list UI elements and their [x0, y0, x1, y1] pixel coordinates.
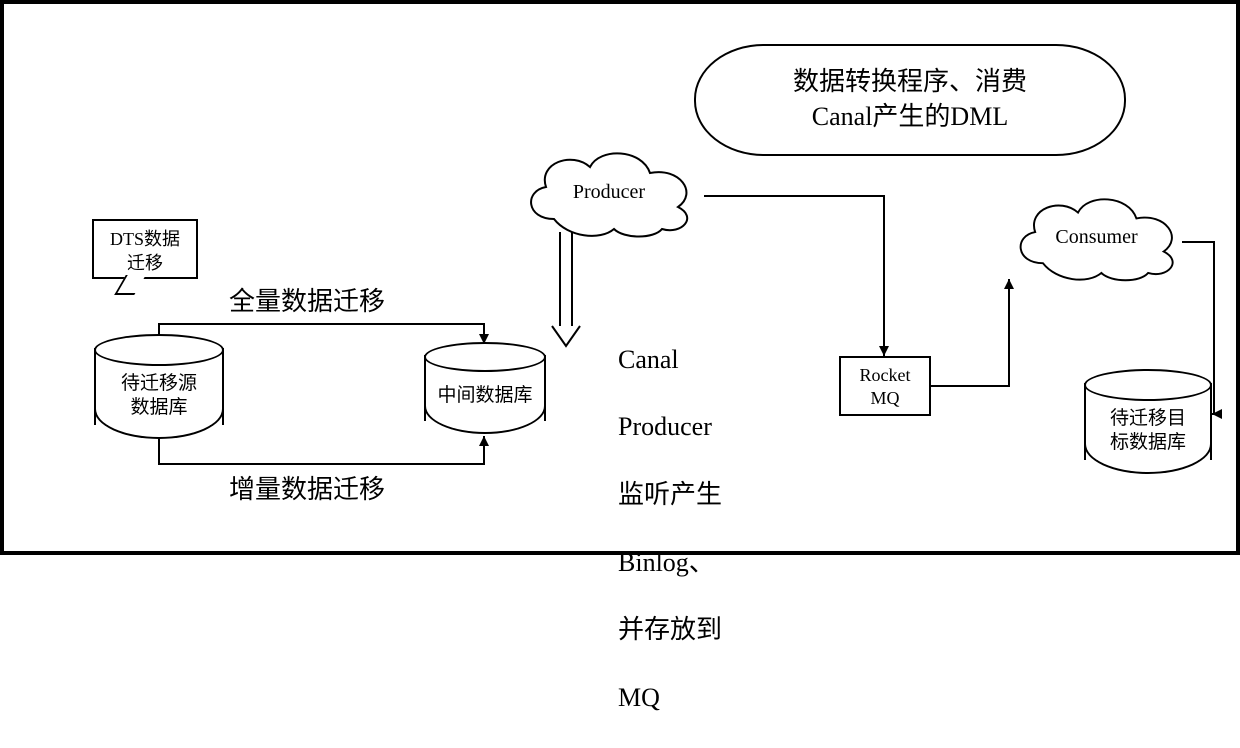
big-cloud: 数据转换程序、消费 Canal产生的DML — [694, 44, 1126, 156]
rocketmq-box: Rocket MQ — [839, 356, 931, 416]
big-cloud-line2: Canal产生的DML — [812, 102, 1008, 131]
full-migration-label: 全量数据迁移 — [229, 286, 385, 319]
edge-producer-to-mq — [704, 196, 884, 356]
source-db-line2: 数据库 — [130, 397, 187, 418]
mid-db-line1: 中间数据库 — [437, 385, 532, 406]
target-db-line1: 待迁移目 — [1110, 408, 1186, 429]
canal-producer-note: Canal Producer 监听产生 Binlog、 并存放到 MQ — [592, 309, 722, 748]
dts-callout: DTS数据 迁移 — [92, 219, 198, 279]
source-db-line1: 待迁移源 — [121, 373, 197, 394]
dts-callout-line2: 迁移 — [127, 253, 163, 273]
rocketmq-line2: MQ — [870, 388, 899, 408]
target-db: 待迁移目 标数据库 — [1084, 369, 1212, 474]
producer-cloud: Producer — [514, 139, 704, 239]
consumer-cloud-label: Consumer — [1004, 226, 1189, 249]
big-cloud-line1: 数据转换程序、消费 — [793, 67, 1027, 96]
source-db: 待迁移源 数据库 — [94, 334, 224, 439]
diagram-canvas: 数据转换程序、消费 Canal产生的DML Producer Consumer … — [0, 0, 1240, 555]
consumer-cloud: Consumer — [1004, 184, 1189, 284]
edge-producer-to-mid-head — [552, 326, 580, 346]
target-db-line2: 标数据库 — [1110, 432, 1186, 453]
callout-tail-icon — [114, 275, 146, 295]
incr-migration-label: 增量数据迁移 — [229, 474, 385, 507]
producer-cloud-label: Producer — [514, 181, 704, 204]
rocketmq-line1: Rocket — [860, 365, 911, 385]
edge-mq-to-consumer — [931, 279, 1009, 386]
dts-callout-line1: DTS数据 — [110, 229, 180, 249]
mid-db: 中间数据库 — [424, 342, 546, 434]
edge-src-to-mid-bot — [159, 436, 484, 464]
